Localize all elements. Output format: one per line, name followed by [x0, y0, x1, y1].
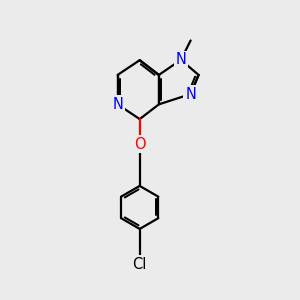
Text: O: O	[134, 136, 146, 152]
Text: N: N	[176, 52, 186, 68]
Text: N: N	[112, 97, 123, 112]
Text: Cl: Cl	[133, 257, 147, 272]
Text: N: N	[185, 87, 196, 102]
